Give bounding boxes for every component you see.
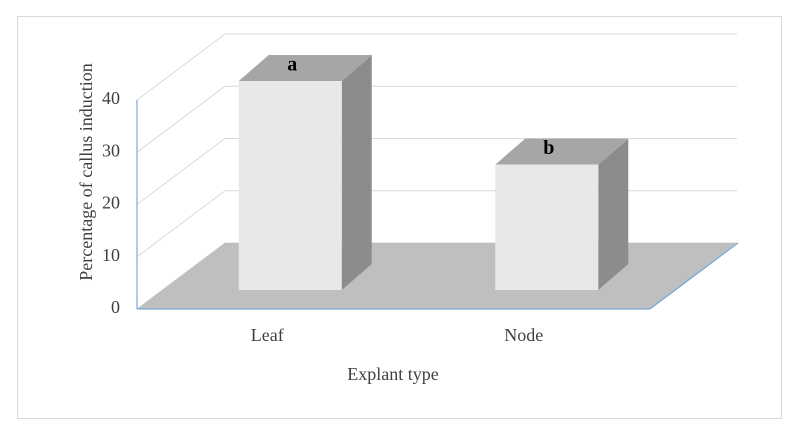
bar-side bbox=[341, 55, 372, 290]
floor-edge bbox=[649, 242, 739, 310]
y-tick-label: 10 bbox=[102, 245, 120, 265]
grid-line bbox=[136, 138, 226, 205]
y-axis-title: Percentage of callus induction bbox=[76, 63, 96, 280]
y-tick-label: 40 bbox=[102, 88, 120, 108]
y-tick-label: 20 bbox=[102, 193, 120, 213]
bar-label: a bbox=[287, 54, 297, 76]
bar-top bbox=[495, 138, 629, 165]
y-tick-label: 0 bbox=[111, 297, 120, 317]
bar-side bbox=[598, 138, 629, 290]
bar-top bbox=[238, 55, 372, 81]
y-tick-label: 30 bbox=[102, 140, 120, 160]
grid-line bbox=[136, 85, 226, 153]
grid-line bbox=[136, 33, 226, 101]
chart-border bbox=[17, 16, 782, 419]
bar-label: b bbox=[543, 137, 554, 159]
bar bbox=[495, 164, 599, 290]
x-tick-label: Leaf bbox=[251, 325, 284, 345]
x-axis-title: Explant type bbox=[347, 364, 438, 384]
grid-line bbox=[136, 190, 226, 258]
bar bbox=[238, 81, 342, 290]
x-tick-label: Node bbox=[504, 325, 543, 345]
floor bbox=[137, 243, 737, 309]
